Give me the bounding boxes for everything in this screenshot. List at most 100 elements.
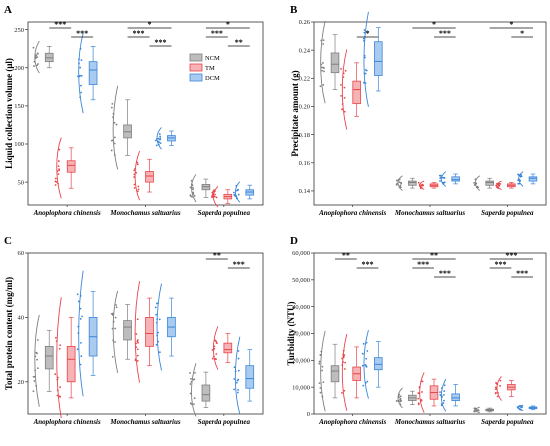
- data-point: [80, 355, 83, 358]
- data-point: [137, 341, 139, 344]
- data-point: [341, 364, 344, 367]
- data-point: [113, 154, 116, 156]
- category-label: Saperda populnea: [481, 418, 534, 426]
- data-point: [156, 318, 159, 321]
- y-axis-label: Precipitate amount (g): [290, 70, 300, 156]
- plot-frame: [313, 21, 547, 206]
- data-point: [133, 176, 136, 178]
- box-tm: [54, 137, 76, 199]
- data-point: [323, 67, 325, 70]
- data-point: [400, 181, 403, 184]
- data-point: [417, 397, 420, 400]
- iqr-box: [145, 316, 154, 347]
- data-point: [237, 193, 240, 196]
- data-point: [189, 383, 192, 385]
- data-point: [77, 300, 80, 303]
- data-point: [135, 333, 138, 335]
- data-point: [112, 320, 115, 323]
- box-dcm: [516, 404, 538, 412]
- panel-C: C Total protein content (mg/ml) 20 40 60 Anop…: [4, 235, 264, 426]
- data-point: [54, 177, 57, 180]
- panel-letter: A: [4, 4, 12, 16]
- data-point: [322, 39, 325, 42]
- data-point: [440, 404, 443, 407]
- data-point: [397, 394, 400, 397]
- iqr-box: [88, 61, 98, 85]
- significance-label: ***: [54, 20, 66, 29]
- density-curve: [191, 174, 197, 203]
- data-point: [56, 170, 59, 173]
- legend: NCM TM DCM: [189, 53, 220, 82]
- data-point: [342, 76, 345, 79]
- data-point: [362, 342, 365, 345]
- data-point: [32, 46, 35, 49]
- data-point: [319, 387, 322, 389]
- data-point: [193, 378, 196, 381]
- data-point: [134, 167, 136, 170]
- data-point: [237, 391, 239, 394]
- data-point: [475, 186, 478, 189]
- data-point: [420, 399, 423, 402]
- iqr-box: [201, 384, 211, 402]
- data-point: [496, 182, 498, 185]
- box-dcm: [77, 32, 98, 114]
- data-point: [362, 384, 365, 387]
- data-point: [343, 110, 346, 113]
- data-point: [57, 182, 59, 185]
- data-point: [215, 358, 217, 360]
- data-point: [189, 372, 191, 374]
- data-point: [364, 82, 367, 85]
- data-point: [473, 182, 475, 184]
- data-point: [193, 397, 196, 400]
- data-point: [33, 375, 36, 378]
- panel-A: A Liquid collection volume (μl) 50 100 150 20…: [4, 4, 264, 217]
- data-point: [341, 391, 343, 394]
- data-point: [212, 355, 215, 358]
- data-point: [320, 63, 323, 66]
- data-point: [475, 410, 478, 412]
- data-point: [113, 142, 116, 145]
- data-point: [154, 306, 157, 309]
- density-curve: [440, 171, 447, 187]
- data-point: [33, 60, 36, 63]
- density-curve: [191, 363, 197, 417]
- box-ncm: [473, 406, 494, 414]
- data-point: [318, 360, 321, 363]
- y-tick-label: 20,000: [292, 358, 310, 365]
- data-point: [159, 135, 161, 138]
- data-point: [363, 72, 366, 75]
- density-curve: [56, 137, 62, 199]
- data-point: [343, 96, 346, 99]
- data-point: [58, 168, 60, 171]
- data-point: [344, 361, 347, 364]
- data-point: [80, 341, 82, 344]
- density-curve: [496, 376, 502, 401]
- data-point: [341, 108, 344, 111]
- data-point: [237, 369, 240, 372]
- data-point: [321, 369, 323, 372]
- data-point: [340, 83, 342, 86]
- data-point: [110, 149, 113, 152]
- data-point: [34, 369, 37, 372]
- y-tick-label: 0: [307, 411, 310, 418]
- data-point: [157, 143, 160, 146]
- panel-D: D Turbidity (NTU) 0 10,000 20,000 30,000 40,00…: [286, 235, 547, 426]
- data-point: [397, 400, 400, 403]
- data-point: [136, 190, 139, 193]
- data-point: [190, 380, 193, 383]
- box-tm: [341, 334, 361, 411]
- data-point: [79, 66, 82, 69]
- data-point: [57, 173, 60, 175]
- data-point: [214, 193, 216, 196]
- data-point: [156, 302, 158, 305]
- data-point: [133, 187, 136, 189]
- data-point: [137, 188, 140, 191]
- category-label: Saperda populnea: [198, 418, 251, 426]
- significance-label: *: [520, 29, 524, 38]
- data-point: [189, 194, 192, 197]
- significance-label: **: [342, 251, 350, 260]
- data-point: [519, 180, 522, 182]
- data-point: [342, 356, 345, 359]
- data-point: [494, 386, 497, 389]
- data-point: [443, 181, 446, 184]
